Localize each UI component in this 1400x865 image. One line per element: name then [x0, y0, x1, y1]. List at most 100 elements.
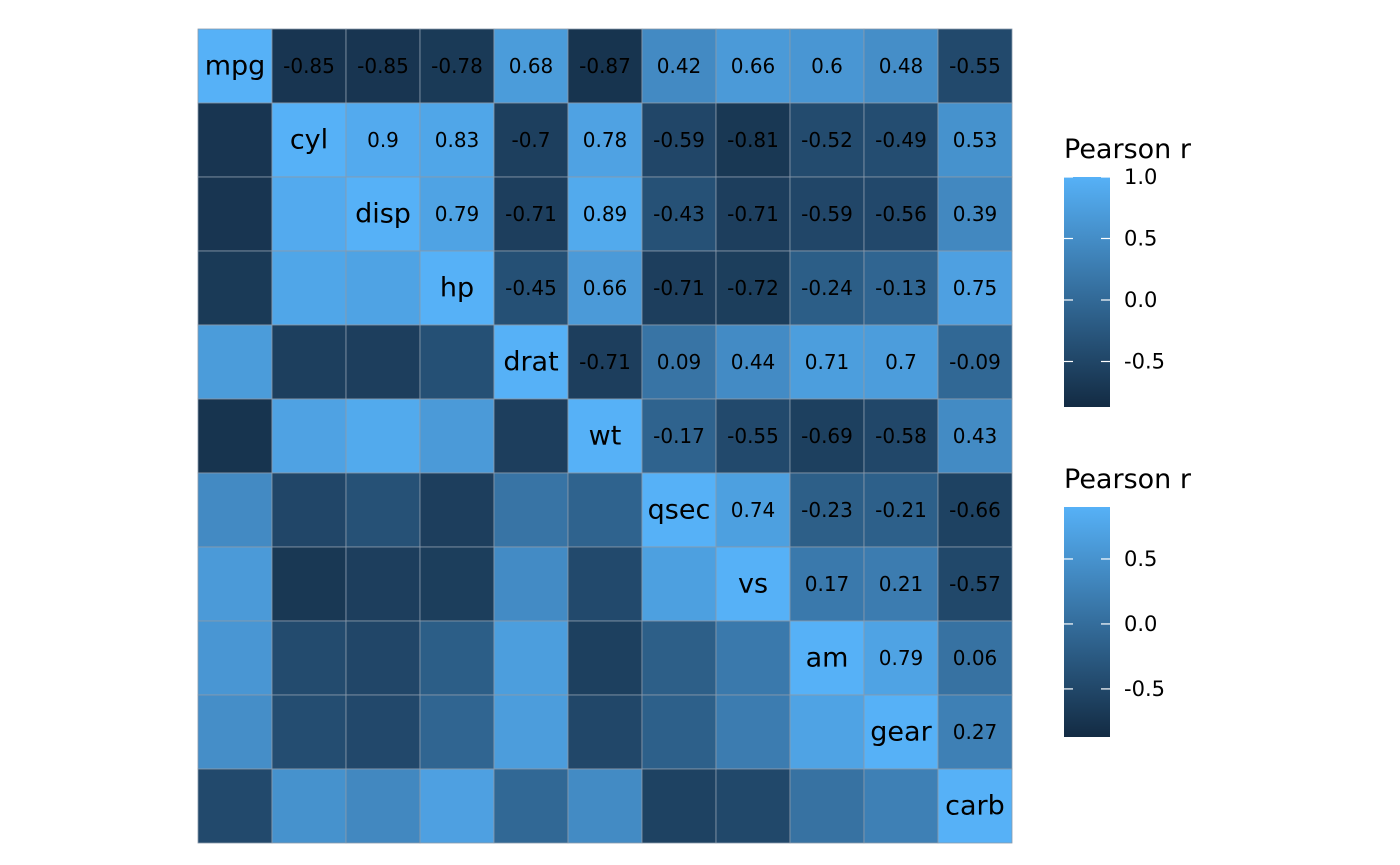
heatmap-cell-disp-disp — [345, 176, 421, 252]
heatmap-cell-am-mpg — [197, 620, 273, 696]
heatmap-cell-cyl-am — [789, 102, 865, 178]
heatmap-cell-disp-am — [789, 176, 865, 252]
heatmap-cell-qsec-hp — [419, 472, 495, 548]
heatmap-cell-drat-drat — [493, 324, 569, 400]
heatmap-cell-wt-drat — [493, 398, 569, 474]
variable-label-wt: wt — [589, 421, 622, 452]
heatmap-cell-carb-vs — [715, 768, 791, 844]
heatmap-cell-wt-carb — [937, 398, 1013, 474]
heatmap-cell-mpg-hp — [419, 28, 495, 104]
heatmap-cell-am-am — [789, 620, 865, 696]
heatmap-cell-qsec-am — [789, 472, 865, 548]
heatmap-cell-gear-qsec — [641, 694, 717, 770]
heatmap-cell-carb-qsec — [641, 768, 717, 844]
heatmap-cell-vs-qsec — [641, 546, 717, 622]
heatmap-cell-am-vs — [715, 620, 791, 696]
value-label-wt-gear: -0.58 — [875, 424, 927, 448]
heatmap-cell-mpg-drat — [493, 28, 569, 104]
heatmap-cell-vs-cyl — [271, 546, 347, 622]
heatmap-cell-vs-carb — [937, 546, 1013, 622]
value-label-vs-gear: 0.21 — [879, 572, 924, 596]
value-label-wt-qsec: -0.17 — [653, 424, 705, 448]
heatmap-cell-am-carb — [937, 620, 1013, 696]
legend-colorbar — [1064, 177, 1110, 407]
value-label-cyl-carb: 0.53 — [953, 128, 998, 152]
value-label-mpg-qsec: 0.42 — [657, 54, 702, 78]
value-label-hp-vs: -0.72 — [727, 276, 779, 300]
heatmap-cell-mpg-gear — [863, 28, 939, 104]
heatmap-cell-cyl-qsec — [641, 102, 717, 178]
value-label-am-gear: 0.79 — [879, 646, 924, 670]
heatmap-cell-qsec-gear — [863, 472, 939, 548]
heatmap-cell-am-gear — [863, 620, 939, 696]
value-label-hp-drat: -0.45 — [505, 276, 557, 300]
value-label-mpg-disp: -0.85 — [357, 54, 409, 78]
variable-label-carb: carb — [945, 791, 1005, 822]
heatmap-cell-am-hp — [419, 620, 495, 696]
heatmap-cell-drat-qsec — [641, 324, 717, 400]
variable-label-mpg: mpg — [205, 51, 266, 82]
value-label-hp-qsec: -0.71 — [653, 276, 705, 300]
value-label-hp-wt: 0.66 — [583, 276, 628, 300]
value-label-cyl-am: -0.52 — [801, 128, 853, 152]
variable-label-hp: hp — [440, 273, 474, 304]
value-label-qsec-vs: 0.74 — [731, 498, 776, 522]
value-label-qsec-carb: -0.66 — [949, 498, 1001, 522]
heatmap-cell-disp-qsec — [641, 176, 717, 252]
heatmap-cell-qsec-cyl — [271, 472, 347, 548]
value-label-cyl-disp: 0.9 — [367, 128, 399, 152]
value-label-disp-hp: 0.79 — [435, 202, 480, 226]
heatmap-cell-wt-mpg — [197, 398, 273, 474]
heatmap-cell-cyl-wt — [567, 102, 643, 178]
heatmap-cell-vs-hp — [419, 546, 495, 622]
value-label-hp-am: -0.24 — [801, 276, 853, 300]
heatmap-cell-mpg-vs — [715, 28, 791, 104]
value-label-cyl-gear: -0.49 — [875, 128, 927, 152]
value-label-hp-carb: 0.75 — [953, 276, 998, 300]
heatmap-cell-carb-hp — [419, 768, 495, 844]
value-label-disp-wt: 0.89 — [583, 202, 628, 226]
heatmap-cell-drat-am — [789, 324, 865, 400]
heatmap-cell-qsec-drat — [493, 472, 569, 548]
variable-label-cyl: cyl — [290, 125, 328, 156]
heatmap-cell-hp-wt — [567, 250, 643, 326]
value-label-mpg-drat: 0.68 — [509, 54, 554, 78]
heatmap-cell-hp-carb — [937, 250, 1013, 326]
value-label-mpg-vs: 0.66 — [731, 54, 776, 78]
heatmap-cell-am-disp — [345, 620, 421, 696]
heatmap-cell-cyl-drat — [493, 102, 569, 178]
value-label-drat-carb: -0.09 — [949, 350, 1001, 374]
value-label-vs-carb: -0.57 — [949, 572, 1001, 596]
heatmap-cell-qsec-mpg — [197, 472, 273, 548]
heatmap-cell-drat-disp — [345, 324, 421, 400]
heatmap-cell-qsec-wt — [567, 472, 643, 548]
heatmap-cell-disp-mpg — [197, 176, 273, 252]
heatmap-cell-gear-am — [789, 694, 865, 770]
heatmap-labels: mpg -0.85 -0.85 -0.78 0.68 -0.87 0.42 0.66 0.6 0.… — [205, 51, 1005, 822]
heatmap-cell-drat-gear — [863, 324, 939, 400]
value-label-mpg-wt: -0.87 — [579, 54, 631, 78]
value-label-disp-qsec: -0.43 — [653, 202, 705, 226]
value-label-cyl-hp: 0.83 — [435, 128, 480, 152]
heatmap-cell-gear-mpg — [197, 694, 273, 770]
heatmap-cell-carb-wt — [567, 768, 643, 844]
heatmap-cell-mpg-mpg — [197, 28, 273, 104]
heatmap-cell-qsec-carb — [937, 472, 1013, 548]
value-label-disp-am: -0.59 — [801, 202, 853, 226]
heatmap-cell-qsec-vs — [715, 472, 791, 548]
heatmap-cell-drat-mpg — [197, 324, 273, 400]
heatmap-cell-drat-wt — [567, 324, 643, 400]
heatmap-cell-cyl-gear — [863, 102, 939, 178]
value-label-disp-vs: -0.71 — [727, 202, 779, 226]
value-label-hp-gear: -0.13 — [875, 276, 927, 300]
value-label-wt-carb: 0.43 — [953, 424, 998, 448]
value-label-gear-carb: 0.27 — [953, 720, 998, 744]
variable-label-drat: drat — [503, 347, 558, 378]
legend-tick-label: 0.0 — [1124, 288, 1157, 312]
heatmap-cell-drat-cyl — [271, 324, 347, 400]
heatmap-cell-hp-disp — [345, 250, 421, 326]
variable-label-vs: vs — [738, 569, 768, 600]
value-label-qsec-gear: -0.21 — [875, 498, 927, 522]
heatmap-cell-cyl-vs — [715, 102, 791, 178]
heatmap-cell-wt-disp — [345, 398, 421, 474]
